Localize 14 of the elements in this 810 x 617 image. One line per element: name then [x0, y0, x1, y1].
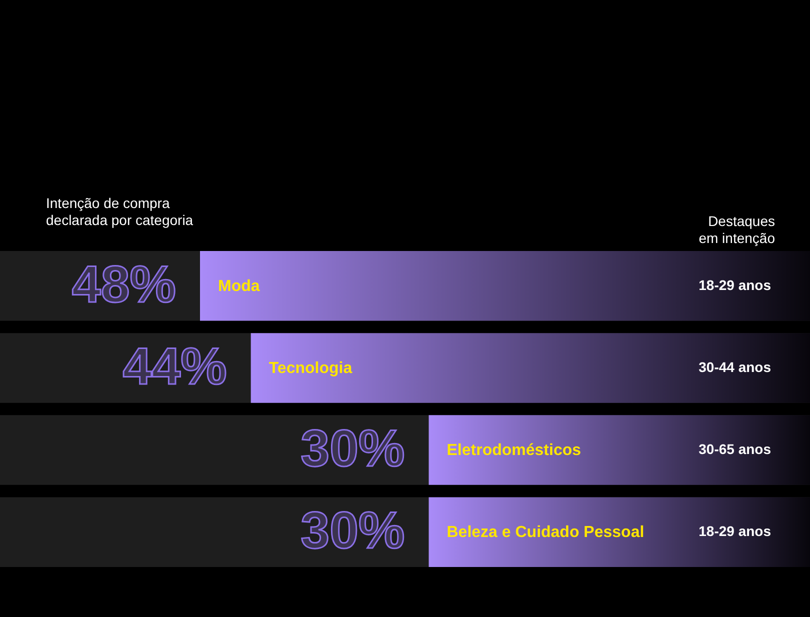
data-label: 48% [72, 256, 176, 314]
y-tick-label: Moda [218, 278, 260, 295]
annotation: 30-44 anos [698, 358, 772, 375]
data-label: 44% [122, 338, 227, 396]
data-label: 30% [300, 502, 405, 560]
annotation: 18-29 anos [698, 523, 772, 540]
data-label: 30% [300, 420, 405, 478]
y-tick-label: Beleza e Cuidado Pessoal [446, 524, 644, 542]
annotation: 18-29 anos [698, 276, 772, 293]
text: Destaques em intenção [698, 213, 776, 246]
y-tick-label: Eletrodomésticos [446, 442, 582, 460]
y-tick-label: Tecnologia [268, 360, 352, 377]
chart-title: Intenção de compra declarada por categoria [46, 195, 194, 228]
annotation: 30-65 anos [698, 441, 772, 458]
